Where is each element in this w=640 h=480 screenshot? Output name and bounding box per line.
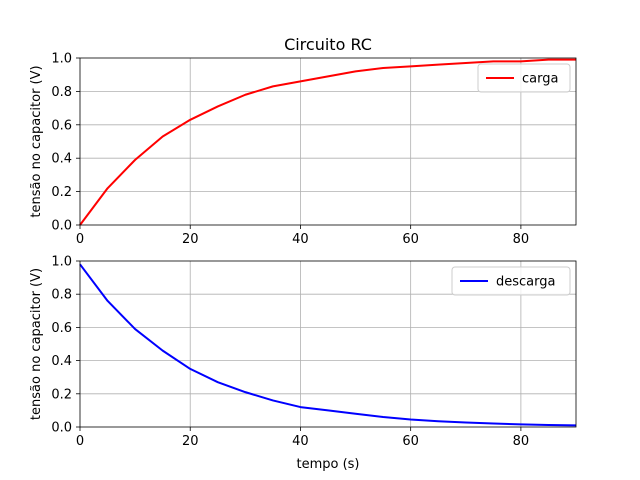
legend-box (451, 266, 571, 296)
x-tick-label: 60 (402, 434, 419, 449)
x-tick-label: 80 (513, 232, 530, 247)
y-tick-label: 0.2 (51, 387, 72, 402)
x-tick-label: 80 (513, 434, 530, 449)
legend-label: carga (522, 72, 558, 87)
legend: descarga (451, 266, 571, 296)
y-tick-label: 0.0 (51, 421, 72, 436)
x-tick-label: 20 (182, 232, 199, 247)
chart-title: Circuito RC (284, 35, 372, 54)
legend: carga (477, 63, 571, 93)
y-tick-label: 0.8 (51, 288, 72, 303)
x-tick-label: 0 (76, 232, 84, 247)
x-tick-label: 60 (402, 232, 419, 247)
x-tick-label: 20 (182, 434, 199, 449)
y-tick-label: 0.6 (51, 118, 72, 133)
series-line-descarga (79, 263, 577, 427)
y-axis-label: tensão no capacitor (V) (29, 268, 44, 420)
y-tick-label: 0.6 (51, 321, 72, 336)
y-tick-label: 0.4 (51, 354, 72, 369)
y-tick-label: 0.8 (51, 85, 72, 100)
y-tick-label: 1.0 (51, 255, 72, 270)
y-tick-label: 0.0 (51, 219, 72, 234)
discharge-subplot: 0 20 40 60 80 0.0 0.2 0.4 0.6 0.8 1.0 tensão no cap… (29, 255, 577, 449)
x-tick-label: 40 (292, 232, 309, 247)
plot-frame (79, 260, 577, 428)
y-tick-label: 1.0 (51, 52, 72, 67)
x-tick-label: 40 (292, 434, 309, 449)
y-axis-label: tensão no capacitor (V) (29, 65, 44, 217)
legend-box (477, 63, 571, 93)
x-axis-label: tempo (s) (296, 457, 359, 472)
y-tick-label: 0.2 (51, 185, 72, 200)
x-tick-label: 0 (76, 434, 84, 449)
legend-label: descarga (496, 275, 555, 290)
plot-frame (79, 57, 577, 226)
charge-subplot: 0 20 40 60 80 0.0 0.2 0.4 0.6 0.8 1.0 tensão no cap… (29, 52, 577, 247)
series-line-carga (79, 58, 576, 226)
y-tick-label: 0.4 (51, 152, 72, 167)
